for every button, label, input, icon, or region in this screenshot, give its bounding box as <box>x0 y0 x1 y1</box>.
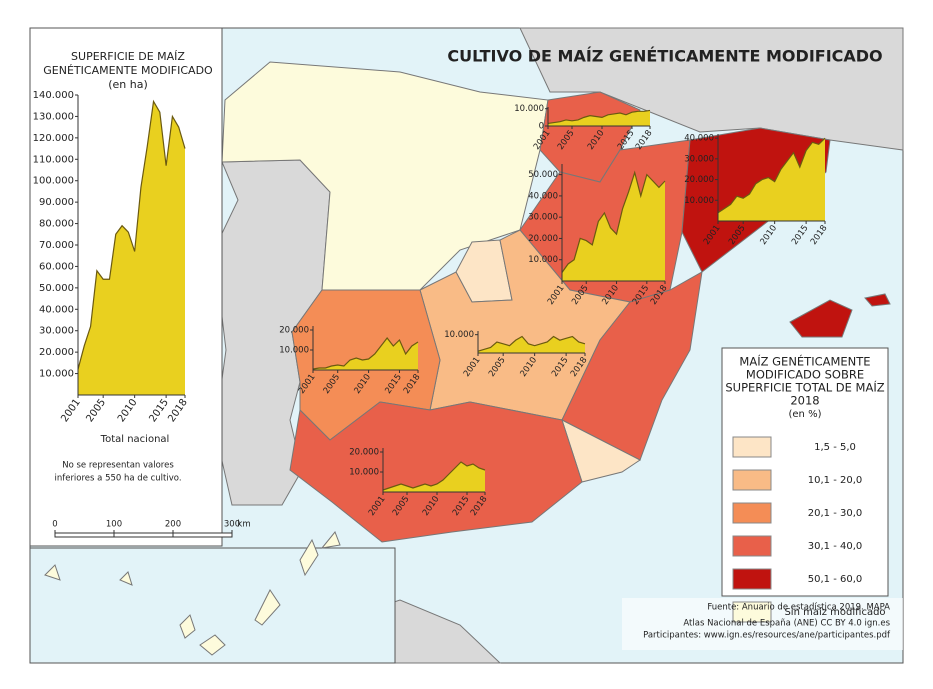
region <box>789 299 853 338</box>
area-line <box>382 461 486 491</box>
legend-swatch <box>732 535 772 557</box>
y-tick-label: 140.000 <box>33 90 74 101</box>
france <box>519 27 904 151</box>
footer-text: Fuente: Anuario de estadística 2019. MAP… <box>707 603 890 613</box>
y-tick-label: 130.000 <box>33 111 74 122</box>
legend-swatch <box>732 436 772 458</box>
area-fill <box>383 462 485 492</box>
region <box>289 401 583 543</box>
area-fill <box>313 338 418 370</box>
scale-label: 200 <box>165 520 181 530</box>
legend-swatch <box>732 568 772 590</box>
legend-title: MAÍZ GENÉTICAMENTE <box>739 354 870 369</box>
legend-label: 1,5 - 5,0 <box>814 442 856 453</box>
legend-label: 30,1 - 40,0 <box>808 541 863 552</box>
y-tick-label: 120.000 <box>33 133 74 144</box>
legend-title: 2018 <box>790 394 819 408</box>
y-tick-label: 20.000 <box>528 234 558 244</box>
y-tick-label: 10.000 <box>528 255 558 265</box>
legend-label: 20,1 - 30,0 <box>808 508 863 519</box>
scale-label: 300 <box>224 520 240 530</box>
area-line <box>77 99 186 370</box>
y-tick-label: 70.000 <box>39 240 74 251</box>
legend-swatch <box>732 502 772 524</box>
y-tick-label: 10.000 <box>279 346 309 356</box>
y-tick-label: 50.000 <box>39 283 74 294</box>
y-tick-label: 20.000 <box>349 448 379 458</box>
island <box>119 571 133 586</box>
y-tick-label: 60.000 <box>39 261 74 272</box>
y-tick-label: 20.000 <box>684 175 714 185</box>
y-tick-label: 90.000 <box>39 197 74 208</box>
scale-label: 100 <box>106 520 122 530</box>
y-tick-label: 20.000 <box>39 347 74 358</box>
island <box>199 634 226 656</box>
legend-label: 10,1 - 20,0 <box>808 475 863 486</box>
area-line <box>717 137 826 214</box>
y-tick-label: 30.000 <box>528 213 558 223</box>
island <box>44 564 61 581</box>
canarias <box>44 531 341 656</box>
y-tick-label: 0 <box>539 122 544 132</box>
legend-title: (en %) <box>789 409 822 420</box>
y-tick-label: 100.000 <box>33 176 74 187</box>
area-line <box>547 109 651 125</box>
island <box>320 531 341 549</box>
chart-caption: Total nacional <box>100 434 170 445</box>
legend-swatch <box>732 469 772 491</box>
y-tick-label: 10.000 <box>514 104 544 114</box>
legend-label: 50,1 - 60,0 <box>808 574 863 585</box>
region <box>221 61 549 291</box>
footer-text: Participantes: www.ign.es/resources/ane/… <box>643 631 891 641</box>
y-tick-label: 110.000 <box>33 154 74 165</box>
y-tick-label: 20.000 <box>279 326 309 336</box>
y-tick-label: 40.000 <box>39 304 74 315</box>
chart-title: SUPERFICIE DE MAÍZ <box>71 50 185 63</box>
y-tick-label: 10.000 <box>349 468 379 478</box>
chart-title: (en ha) <box>108 78 148 91</box>
area-line <box>477 335 586 352</box>
note: No se representan valores <box>62 461 174 471</box>
y-tick-label: 80.000 <box>39 219 74 230</box>
y-tick-label: 50.000 <box>528 170 558 180</box>
y-tick-label: 10.000 <box>444 330 474 340</box>
legend-swatch <box>732 601 772 623</box>
region <box>864 293 891 307</box>
area-fill <box>562 172 665 281</box>
area-fill <box>78 101 185 395</box>
scale-bar <box>54 532 233 538</box>
y-tick-label: 10.000 <box>684 196 714 206</box>
island <box>179 614 196 639</box>
legend-title: SUPERFICIE TOTAL DE MAÍZ <box>725 380 884 395</box>
legend-label: Sin maíz modificado <box>784 606 885 618</box>
y-tick-label: 40.000 <box>528 191 558 201</box>
scale-label: 0 <box>52 520 57 530</box>
map-title: CULTIVO DE MAÍZ GENÉTICAMENTE MODIFICADO <box>447 47 882 66</box>
island <box>254 589 281 626</box>
y-tick-label: 30.000 <box>39 326 74 337</box>
y-tick-label: 10.000 <box>39 369 74 380</box>
chart-title: GENÉTICAMENTE MODIFICADO <box>43 64 213 77</box>
scale-unit: km <box>237 520 250 530</box>
area-line <box>312 337 419 370</box>
region <box>561 271 703 461</box>
y-tick-label: 40.000 <box>684 134 714 144</box>
area-line <box>561 170 666 273</box>
footer-text: Atlas Nacional de España (ANE) CC BY 4.0… <box>683 619 890 629</box>
y-tick-label: 30.000 <box>684 154 714 164</box>
note: inferiores a 550 ha de cultivo. <box>54 474 181 484</box>
island <box>299 538 319 577</box>
legend-title: MODIFICADO SOBRE <box>746 368 864 382</box>
